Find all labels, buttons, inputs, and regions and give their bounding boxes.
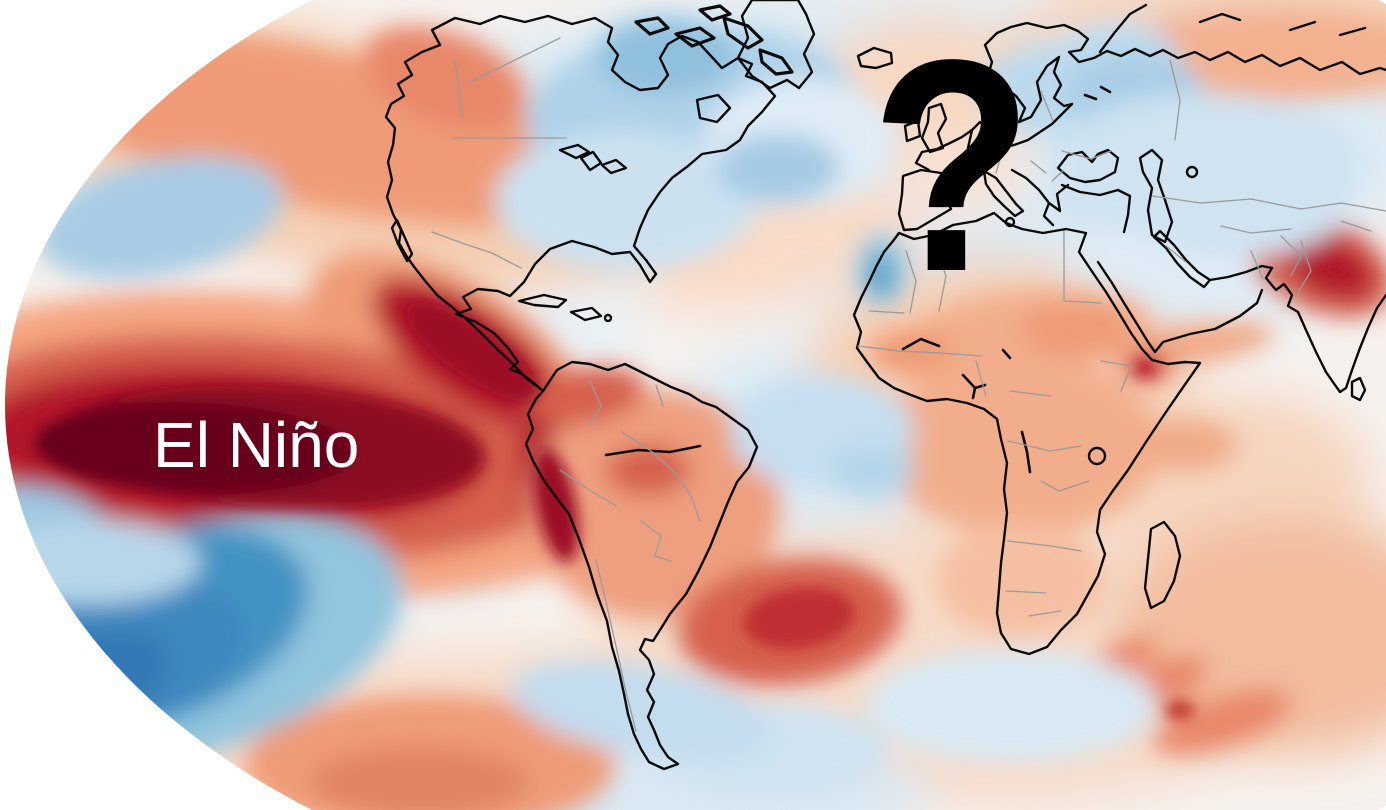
coastlines (384, 0, 1386, 771)
question-mark-annotation: ? (871, 0, 1033, 335)
el-nino-label: El Niño (153, 409, 359, 481)
country-borders (431, 37, 1386, 732)
